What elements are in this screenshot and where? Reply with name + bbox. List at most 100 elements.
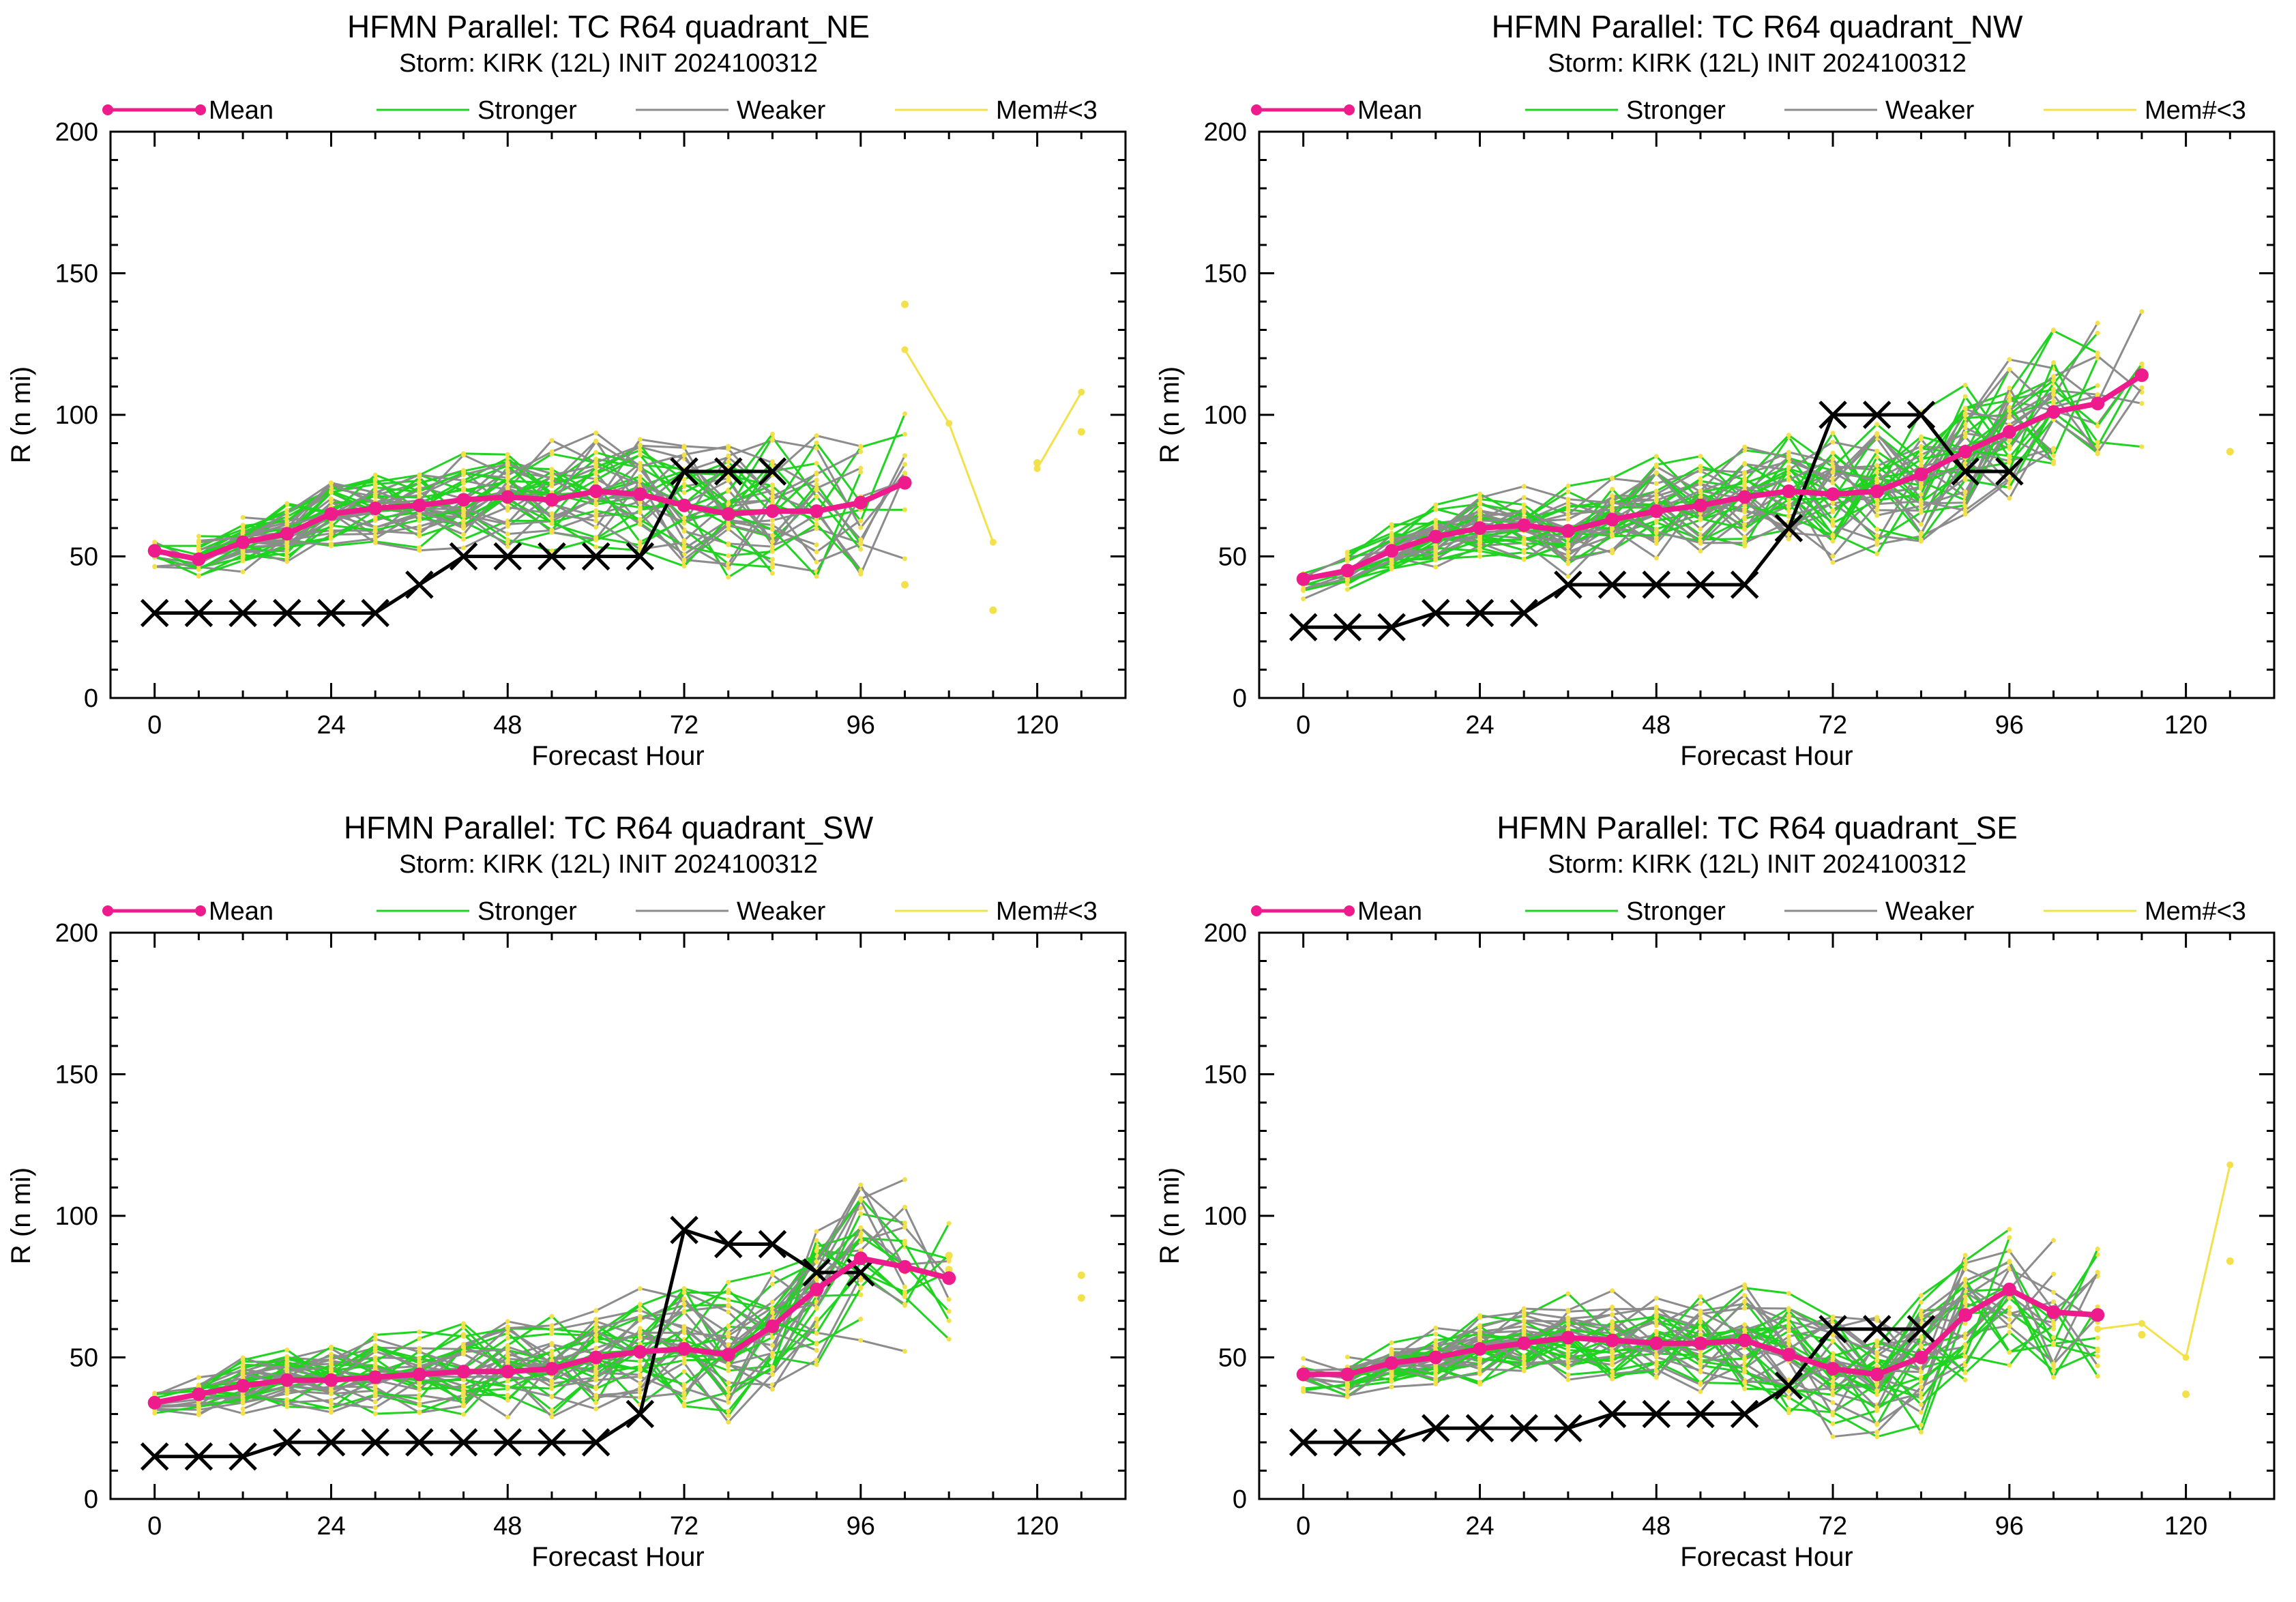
member-point [681, 1324, 687, 1329]
member-point [1610, 1325, 1615, 1330]
member-point [549, 472, 555, 478]
chart-subtitle: Storm: KIRK (12L) INIT 2024100312 [1548, 49, 1967, 78]
member-point [505, 1326, 510, 1331]
mean-point [456, 1365, 471, 1379]
member-point [1433, 1372, 1439, 1378]
member-point [505, 1347, 510, 1352]
member-point [1610, 1349, 1615, 1354]
member-point [1874, 1353, 1880, 1358]
stronger-member-line [198, 482, 862, 577]
member-point [1786, 1410, 1791, 1416]
chart-panel-1: HFMN Parallel: TC R64 quadrant_NW Storm: … [1155, 9, 2276, 771]
member-point [1962, 413, 1968, 418]
member-point [1830, 1410, 1836, 1415]
observed-marker [1377, 613, 1406, 642]
member-point [1565, 1377, 1571, 1382]
member-point [1962, 1258, 1968, 1264]
member-point [814, 1277, 819, 1282]
member-point [1521, 509, 1527, 514]
member-point [417, 548, 422, 553]
member-point [1653, 1362, 1659, 1367]
member-point [2139, 362, 2145, 367]
member-point [1565, 503, 1571, 508]
legend-label: Weaker [1885, 897, 1975, 926]
member-point [1521, 495, 1527, 500]
member-point [1918, 437, 1924, 442]
member-point [681, 1296, 687, 1302]
observed-marker [1774, 1371, 1804, 1400]
member-point [902, 470, 908, 476]
member-point [681, 1358, 687, 1363]
member-point [284, 519, 290, 524]
member-point [1521, 1367, 1527, 1372]
member-point [1874, 1382, 1880, 1387]
member-point [1565, 1307, 1571, 1313]
member-point [505, 1397, 510, 1403]
member-point [769, 518, 775, 523]
member-point [417, 1336, 422, 1341]
y-tick-label: 0 [84, 1485, 98, 1514]
member-point [1698, 1352, 1703, 1358]
y-tick-label: 150 [1204, 1061, 1247, 1090]
observed-marker [493, 1428, 523, 1457]
member-point [681, 1395, 687, 1401]
member-point [505, 1354, 510, 1359]
member-point [726, 526, 731, 531]
mean-point [1870, 1367, 1884, 1382]
member-point [1653, 1329, 1659, 1335]
chart-subtitle: Storm: KIRK (12L) INIT 2024100312 [399, 850, 818, 879]
observed-marker [184, 1442, 214, 1471]
member-point [549, 1323, 555, 1328]
member-point [1698, 1380, 1703, 1386]
y-tick-label: 200 [1204, 118, 1247, 147]
observed-marker [1642, 570, 1671, 599]
member-point [328, 536, 334, 541]
member-point [637, 443, 643, 448]
legend-entry: Mean [1251, 96, 1422, 125]
member-point [1830, 553, 1836, 559]
mean-point [1296, 1367, 1310, 1382]
legend-label: Mean [1357, 897, 1422, 926]
member-point [637, 1367, 643, 1373]
observed-marker [405, 570, 434, 599]
mean-point [1914, 467, 1928, 482]
member-point [1962, 1331, 1968, 1337]
member-point [284, 540, 290, 545]
member-point [902, 556, 908, 562]
member-point [372, 1363, 378, 1368]
member-point [372, 540, 378, 545]
member-point [328, 1391, 334, 1397]
member-point [505, 1335, 510, 1341]
member-point [417, 475, 422, 480]
legend-entry: Mean [1251, 897, 1422, 926]
weaker-member-line [1303, 1293, 2055, 1438]
x-tick-label: 120 [2164, 1512, 2207, 1541]
member-point [2007, 1295, 2012, 1300]
legend-entry: Mem#<3 [2044, 96, 2246, 125]
member-point [284, 549, 290, 554]
member-point [681, 452, 687, 457]
member-point [593, 450, 599, 455]
member-point [593, 512, 599, 518]
member-point [1742, 521, 1748, 527]
member-point [814, 516, 819, 522]
member-point [2095, 1354, 2100, 1359]
mean-point [810, 504, 824, 519]
member-point [1786, 508, 1791, 514]
x-tick-label: 120 [1016, 1512, 1059, 1541]
member-point [2095, 1335, 2100, 1341]
member-point [1786, 455, 1791, 461]
member-point [593, 456, 599, 462]
sparse-point [2226, 448, 2234, 456]
observed-marker [713, 457, 743, 486]
member-point [1610, 1305, 1615, 1310]
legend-label: Mean [1357, 96, 1422, 125]
member-point [461, 1321, 467, 1326]
member-point [372, 472, 378, 478]
member-point [2095, 443, 2100, 449]
observed-marker [229, 1442, 257, 1471]
mean-point [1958, 1308, 1973, 1322]
member-point [946, 1221, 952, 1226]
member-point [858, 1338, 864, 1343]
member-point [593, 1368, 599, 1373]
